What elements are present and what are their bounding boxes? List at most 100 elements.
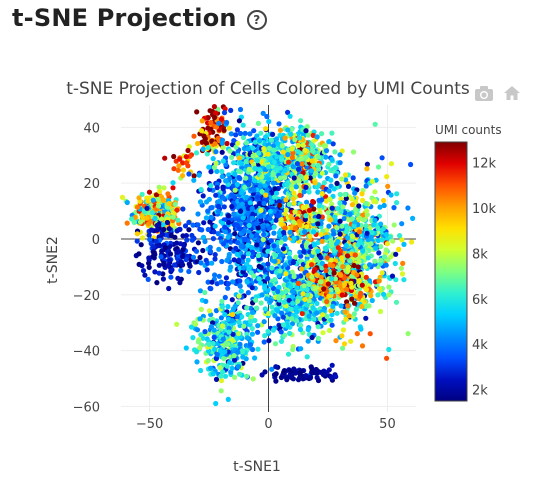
cell-point: [238, 288, 244, 294]
cell-point: [210, 371, 216, 377]
cell-point: [270, 180, 276, 186]
x-tick-label: 0: [264, 417, 272, 432]
help-icon[interactable]: ?: [246, 10, 267, 30]
cell-point: [154, 222, 160, 229]
cell-point: [265, 244, 271, 250]
cell-point: [328, 177, 334, 183]
cell-point: [315, 162, 321, 168]
colorbar-tick-label: 6k: [472, 293, 488, 308]
cell-point: [337, 152, 343, 158]
cell-point: [156, 262, 162, 268]
cell-point: [195, 211, 201, 217]
cell-point: [304, 354, 310, 360]
cell-point: [279, 143, 285, 149]
cell-point: [334, 180, 340, 186]
cell-point: [207, 248, 214, 255]
cell-point: [271, 159, 277, 165]
cell-point: [237, 106, 244, 113]
cell-point: [338, 209, 344, 215]
cell-point: [328, 317, 334, 323]
cell-point: [191, 133, 197, 139]
cell-point: [216, 246, 222, 252]
cell-point: [318, 369, 324, 375]
cell-point: [268, 298, 274, 304]
cell-point: [190, 222, 196, 228]
cell-point: [254, 242, 260, 248]
cell-point: [184, 237, 190, 243]
home-icon[interactable]: [502, 84, 522, 102]
cell-point: [344, 299, 350, 305]
cell-point: [214, 352, 220, 358]
cell-point: [314, 300, 320, 307]
cell-point: [240, 135, 247, 141]
cell-point: [174, 321, 180, 327]
cell-point: [214, 281, 220, 287]
cell-point: [170, 180, 176, 186]
cell-point: [261, 339, 267, 345]
cell-point: [356, 278, 362, 284]
cell-point: [330, 303, 336, 309]
cell-point: [136, 195, 142, 201]
cell-point: [242, 184, 248, 190]
cell-point: [318, 274, 324, 280]
cell-point: [273, 371, 279, 377]
cell-point: [324, 299, 330, 305]
cell-point: [291, 190, 297, 196]
colorbar-tick-label: 10k: [472, 202, 497, 217]
cell-point: [279, 290, 285, 296]
cell-point: [330, 263, 336, 269]
cell-point: [208, 169, 214, 175]
cell-point: [285, 351, 292, 357]
cell-point: [205, 208, 211, 214]
cell-point: [205, 358, 211, 364]
cell-point: [212, 272, 218, 278]
cell-point: [228, 264, 234, 270]
cell-point: [168, 274, 174, 280]
cell-point: [212, 223, 218, 229]
cell-point: [322, 245, 328, 251]
cell-point: [309, 262, 315, 268]
cell-point: [409, 239, 415, 245]
cell-point: [314, 134, 320, 140]
cell-point: [343, 229, 349, 235]
cell-point: [376, 250, 382, 256]
cell-point: [325, 281, 331, 287]
cell-point: [359, 191, 365, 197]
cell-point: [166, 257, 172, 263]
cell-point: [266, 310, 272, 317]
cell-point: [213, 308, 219, 314]
cell-point: [291, 273, 297, 280]
cell-point: [289, 288, 296, 294]
cell-point: [319, 197, 325, 203]
cell-point: [279, 310, 285, 316]
cell-point: [284, 181, 290, 188]
cell-point: [335, 245, 341, 251]
cell-point: [393, 299, 400, 305]
cell-point: [266, 338, 272, 344]
cell-point: [222, 312, 228, 318]
cell-point: [337, 200, 343, 206]
cell-point: [297, 370, 303, 376]
cell-point: [248, 314, 254, 320]
cell-point: [233, 132, 239, 138]
cell-point: [220, 336, 226, 342]
cell-point: [201, 220, 207, 226]
cell-point: [288, 284, 294, 290]
cell-point: [238, 208, 244, 214]
cell-point: [335, 239, 341, 245]
cell-point: [218, 373, 224, 379]
cell-point: [350, 234, 356, 240]
cell-point: [363, 223, 369, 229]
cell-point: [251, 187, 257, 193]
cell-point: [200, 146, 206, 152]
cell-point: [247, 176, 253, 182]
cell-point: [274, 136, 280, 142]
cell-point: [313, 170, 319, 176]
camera-icon[interactable]: [474, 84, 494, 102]
cell-point: [232, 171, 238, 177]
cell-point: [178, 259, 184, 265]
cell-point: [197, 288, 203, 294]
cell-point: [249, 331, 255, 337]
cell-point: [195, 240, 201, 246]
cell-point: [270, 171, 276, 178]
